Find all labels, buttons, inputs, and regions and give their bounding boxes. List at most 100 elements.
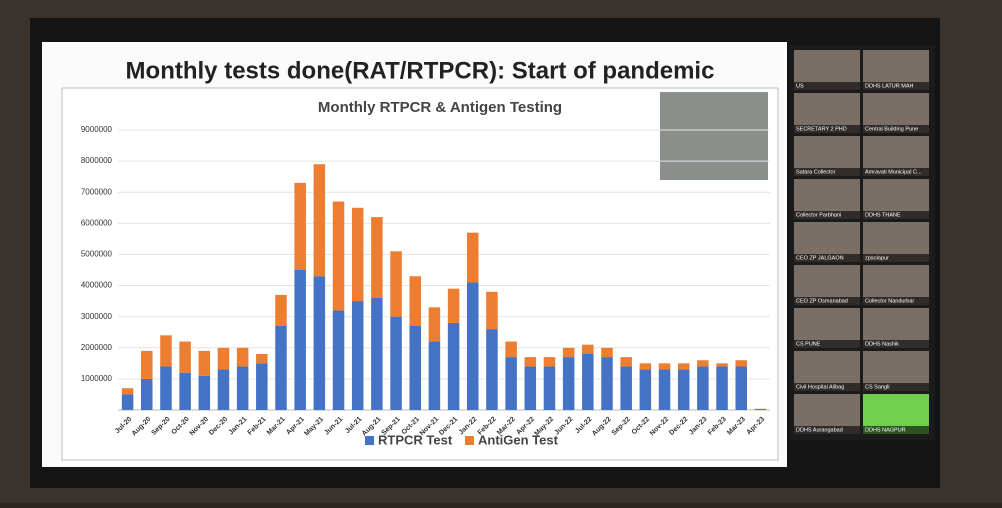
tile-caption: Civil Hospital Alibag [796,384,844,390]
tile-caption: CEO ZP Osmanabad [796,298,848,304]
bar-segment [467,233,479,283]
y-tick-label: 2000000 [81,343,113,352]
bar-segment [141,379,153,410]
tile-caption: Central Building Pune [865,126,918,132]
tile-caption: DDHS LATUR MAH [865,83,914,89]
legend-swatch [365,436,374,445]
bar-segment [601,348,613,357]
slide-title: Monthly tests done(RAT/RTPCR): Start of … [126,57,715,84]
y-tick-label: 1000000 [81,374,113,383]
bar-segment [352,208,364,301]
bar-segment [333,202,345,311]
bar-segment [160,335,172,366]
bar-segment [716,366,728,410]
bar-segment [697,366,709,410]
bar-segment [582,354,594,410]
bar-segment [716,363,728,366]
bar-segment [563,348,575,357]
tile-caption: zpsolapur [865,255,889,261]
tile-caption: Collector Nandurbar [865,298,914,304]
tile-caption: DDHS THANE [865,212,901,218]
bar-segment [678,363,690,369]
bar-segment [390,251,402,316]
bar-segment [735,360,747,366]
bar-segment [179,342,191,373]
y-tick-label: 3000000 [81,312,113,321]
tile-caption: Satara Collector [796,169,836,175]
bar-segment [620,366,632,410]
bar-segment [122,388,134,394]
tile-caption: CEO ZP JALGAON [796,255,844,261]
bar-segment [237,366,249,410]
bar-segment [141,351,153,379]
tile-caption: Amravati Municipal C... [865,169,922,175]
bar-segment [678,370,690,410]
bar-segment [294,270,306,410]
y-tick-label: 6000000 [81,218,113,227]
bar-segment [697,360,709,366]
bar-segment [486,329,498,410]
bar-segment [160,366,172,410]
bar-segment [314,276,326,410]
tile-caption: CS Sangli [865,384,889,390]
bar-segment [755,409,767,410]
bar-segment [582,345,594,354]
bar-segment [640,363,652,369]
bar-segment [409,326,421,410]
bar-segment [218,348,230,370]
y-tick-label: 7000000 [81,187,113,196]
bar-segment [525,357,537,366]
bar-segment [275,295,287,326]
bar-segment [486,292,498,329]
bar-segment [390,317,402,410]
bar-segment [218,370,230,410]
tile-caption: Collector Parbhani [796,212,841,218]
bar-segment [294,183,306,270]
bar-segment [620,357,632,366]
chart-title: Monthly RTPCR & Antigen Testing [318,99,562,116]
bar-segment [256,363,268,410]
tile-caption-bg [794,82,860,90]
bar-segment [544,357,556,366]
bar-segment [448,289,460,323]
bar-segment [735,366,747,410]
legend-swatch [465,436,474,445]
bar-segment [199,376,211,410]
bar-segment [409,276,421,326]
bar-segment [429,307,441,341]
bar-segment [429,342,441,410]
y-tick-label: 5000000 [81,250,113,259]
tile-caption: DDHS NAGPUR [865,427,906,433]
bar-segment [352,301,364,410]
y-tick-label: 8000000 [81,156,113,165]
bar-segment [505,342,517,358]
y-tick-label: 9000000 [81,125,113,134]
bar-segment [601,357,613,410]
tile-caption: DDHS Aurangabad [796,427,843,433]
webcam-inset [660,92,768,180]
bar-segment [256,354,268,363]
tile-caption: DDHS Nashik [865,341,899,347]
bar-segment [314,164,326,276]
bar-segment [659,370,671,410]
bar-segment [371,217,383,298]
bar-segment [179,373,191,410]
bar-segment [122,394,134,410]
bar-segment [333,310,345,410]
bar-segment [199,351,211,376]
bar-segment [371,298,383,410]
bar-segment [544,366,556,410]
bar-segment [275,326,287,410]
bar-segment [640,370,652,410]
tile-caption: SECRETARY 2 PHD [796,126,847,132]
bar-segment [659,363,671,369]
bar-segment [448,323,460,410]
legend-label: AntiGen Test [478,432,559,447]
bar-segment [563,357,575,410]
bar-segment [467,282,479,410]
legend-label: RTPCR Test [378,432,453,447]
bar-segment [525,366,537,410]
tile-caption: US [796,83,804,89]
bar-segment [237,348,249,367]
